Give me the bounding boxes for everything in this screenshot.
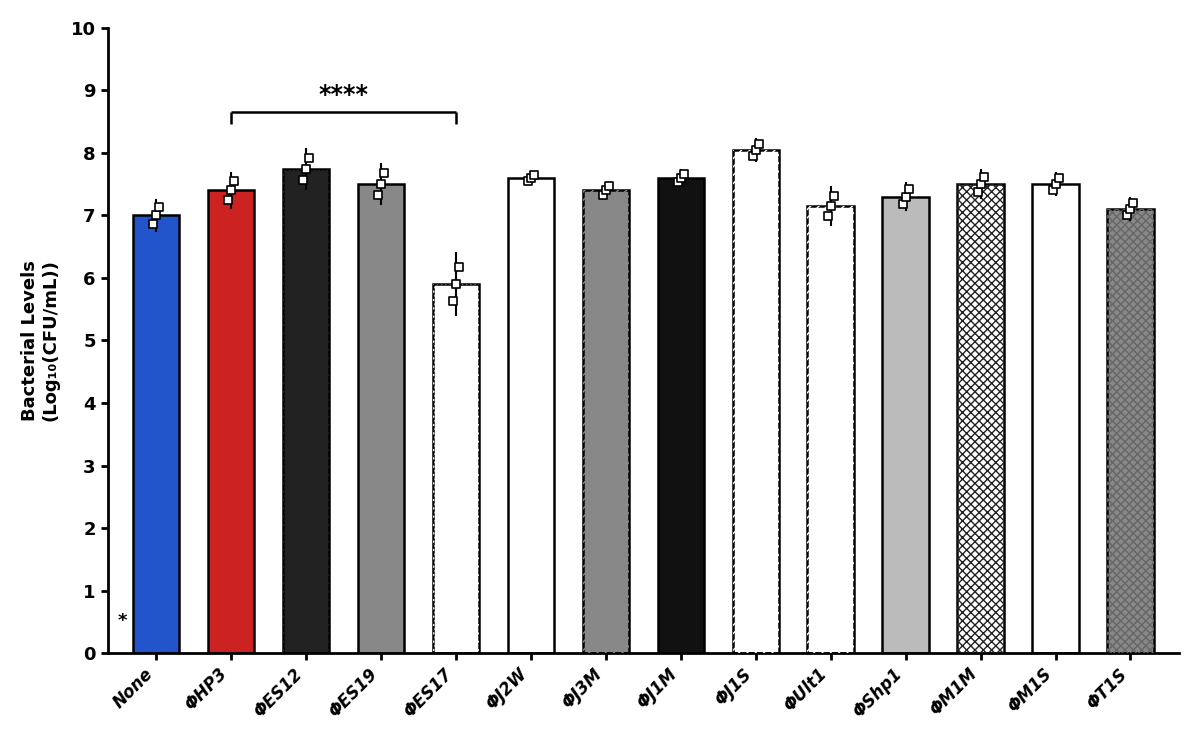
Bar [283,168,329,653]
Bar [433,284,479,653]
Point [518,174,538,186]
Bar [882,197,929,653]
Point [296,162,316,174]
Point [144,218,163,230]
Bar [583,191,629,653]
Text: *: * [118,611,127,630]
Bar [133,215,180,653]
Point [674,168,694,180]
Point [818,211,838,223]
Point [444,295,463,307]
Point [824,190,844,202]
Point [521,172,540,184]
Bar [1032,184,1079,653]
Point [746,144,766,156]
Point [368,189,388,201]
Point [821,200,840,212]
Point [1118,209,1138,221]
Point [899,183,918,195]
Point [524,169,544,181]
Point [1121,203,1140,215]
Bar [583,191,629,653]
Point [1043,185,1062,197]
Point [968,186,988,197]
Point [1049,172,1068,184]
Point [372,178,391,190]
Bar [358,184,404,653]
Point [743,150,762,162]
Point [974,171,994,183]
Bar [1108,209,1153,653]
Text: ****: **** [319,83,368,108]
Y-axis label: Bacterial Levels
(Log₁₀(CFU/mL)): Bacterial Levels (Log₁₀(CFU/mL)) [20,260,60,421]
Point [374,167,394,179]
Point [668,176,688,188]
Point [596,185,616,197]
Point [671,172,690,184]
Point [300,151,319,163]
Bar [808,206,854,653]
Bar [958,184,1004,653]
Point [971,178,990,190]
Bar [732,150,779,653]
Bar [658,178,704,653]
Bar [958,184,1004,653]
Point [150,201,169,213]
Point [1046,178,1066,190]
Point [593,188,612,200]
Point [1124,197,1144,209]
Point [146,209,166,221]
Point [294,174,313,186]
Point [446,278,466,290]
Bar [433,284,479,653]
Point [749,138,768,150]
Bar [283,168,329,653]
Point [599,180,618,192]
Bar [208,191,254,653]
Bar [808,206,854,653]
Point [896,191,916,203]
Point [218,194,238,206]
Point [893,198,912,210]
Point [450,261,469,273]
Bar [732,150,779,653]
Point [224,175,244,187]
Point [222,185,241,197]
Bar [1108,209,1153,653]
Bar [508,178,554,653]
